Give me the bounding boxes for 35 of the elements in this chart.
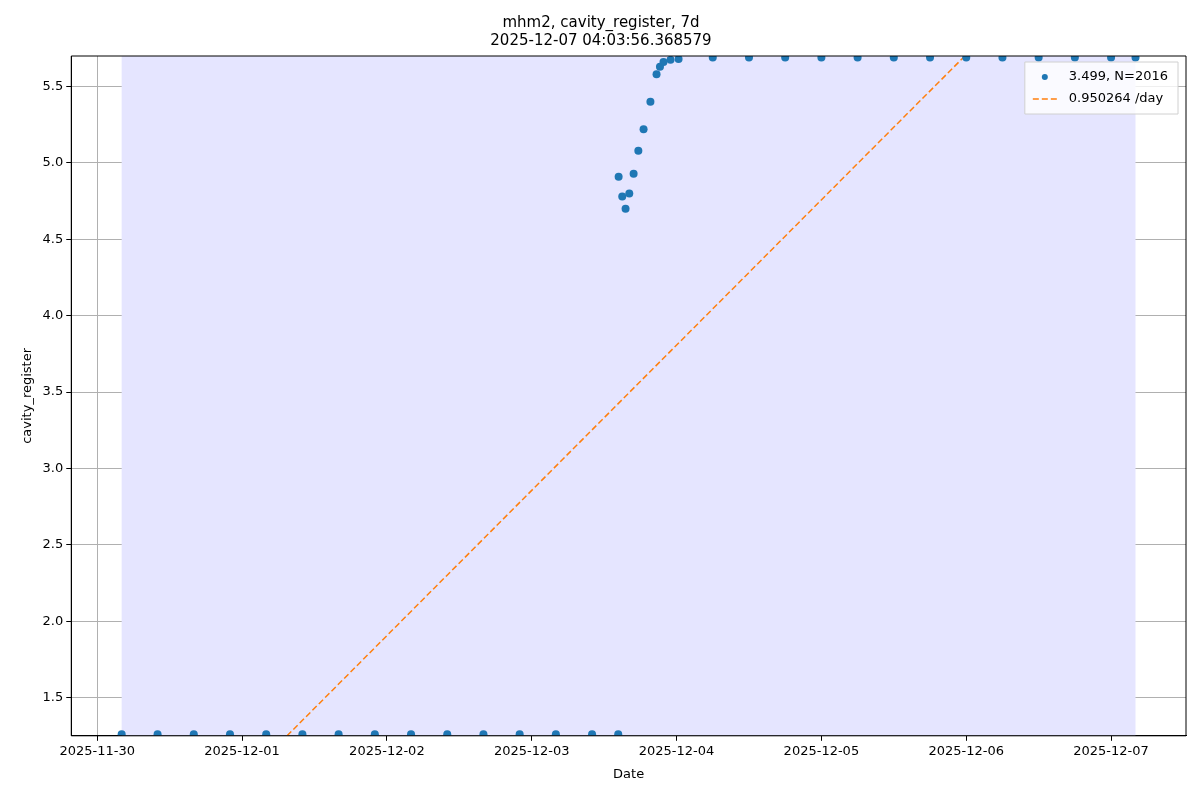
point [621, 204, 630, 213]
point [639, 125, 648, 134]
point [618, 192, 627, 201]
y-tick-label: 4.0 [42, 307, 64, 323]
point [614, 172, 623, 181]
y-tick-label: 3.0 [42, 459, 64, 475]
y-tick-label: 2.5 [42, 536, 64, 552]
point [652, 70, 661, 79]
y-axis-title: cavity_register [19, 347, 35, 444]
chart-subtitle: 2025-12-07 04:03:56.368579 [490, 30, 712, 49]
point [674, 56, 683, 64]
x-tick-label: 2025-12-07 [1073, 742, 1149, 758]
y-tick-label: 1.5 [42, 688, 64, 704]
point [666, 56, 675, 64]
x-tick-label: 2025-12-02 [349, 742, 425, 758]
y-tick-label: 2.0 [42, 612, 64, 628]
point [625, 189, 634, 198]
chart-title: mhm2, cavity_register, 7d [502, 12, 700, 32]
x-tick-label: 2025-12-01 [204, 742, 280, 758]
point [659, 58, 668, 67]
point [634, 146, 643, 155]
x-tick-label: 2025-11-30 [59, 742, 136, 758]
y-tick-label: 5.0 [42, 154, 64, 170]
point [629, 169, 638, 178]
y-tick-label: 4.5 [42, 230, 64, 246]
point [646, 97, 655, 106]
legend-label: 3.499, N=2016 [1068, 68, 1169, 84]
legend-label: 0.950264 /day [1068, 90, 1164, 106]
x-axis-title: Date [613, 765, 645, 781]
x-tick-label: 2025-12-03 [493, 742, 570, 758]
x-tick-label: 2025-12-06 [928, 742, 1005, 758]
y-tick-label: 3.5 [42, 383, 64, 399]
x-tick-label: 2025-12-05 [783, 742, 860, 758]
x-tick-label: 2025-12-04 [638, 742, 715, 758]
y-tick-label: 5.5 [42, 77, 64, 93]
